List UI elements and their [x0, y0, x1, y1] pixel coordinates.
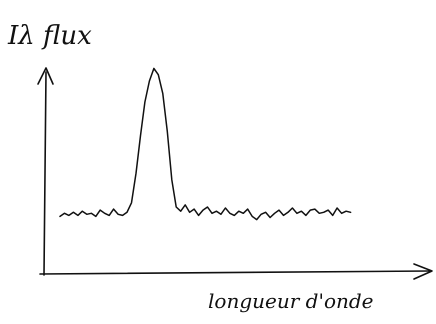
x-axis-arrowhead: [413, 263, 433, 280]
series-layer: [59, 67, 352, 221]
x-axis-label: longueur d'onde: [208, 289, 374, 313]
y-axis-arrowhead: [37, 67, 54, 85]
y-axis-label: Iλ flux: [7, 21, 92, 51]
series-line-0: [59, 67, 352, 221]
y-axis: [43, 71, 47, 276]
x-axis: [39, 270, 431, 275]
